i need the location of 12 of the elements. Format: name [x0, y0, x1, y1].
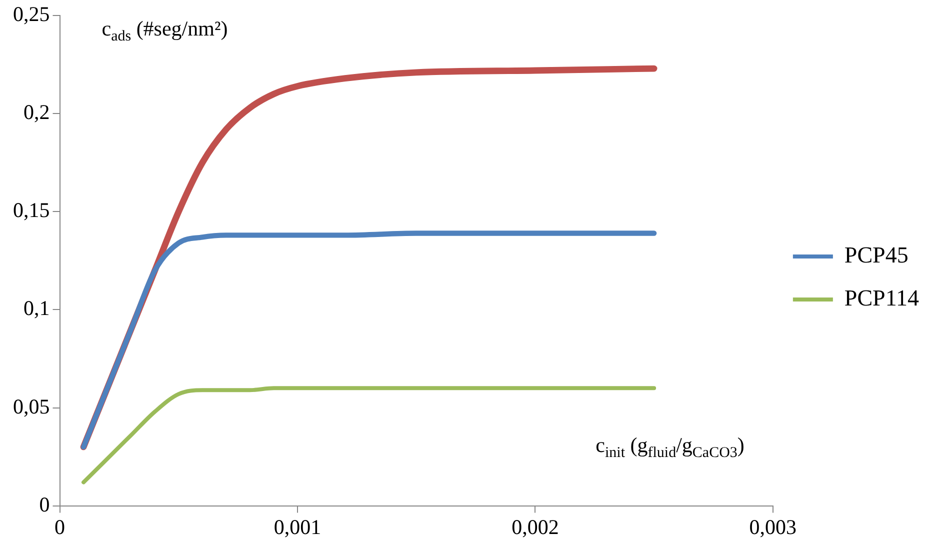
y-tick-label: 0,1 [24, 296, 50, 320]
y-tick-label: 0,25 [13, 2, 50, 26]
x-tick-label: 0,001 [274, 514, 322, 539]
legend-label: PCP114 [844, 286, 920, 311]
x-tick-label: 0,003 [749, 514, 797, 539]
legend-label: PCP45 [844, 242, 908, 268]
y-tick-label: 0,05 [13, 394, 50, 418]
y-tick-label: 0 [39, 492, 50, 516]
x-tick-label: 0 [54, 514, 65, 539]
y-tick-label: 0,15 [13, 198, 50, 222]
x-tick-label: 0,002 [512, 514, 559, 539]
y-tick-label: 0,2 [24, 100, 50, 124]
